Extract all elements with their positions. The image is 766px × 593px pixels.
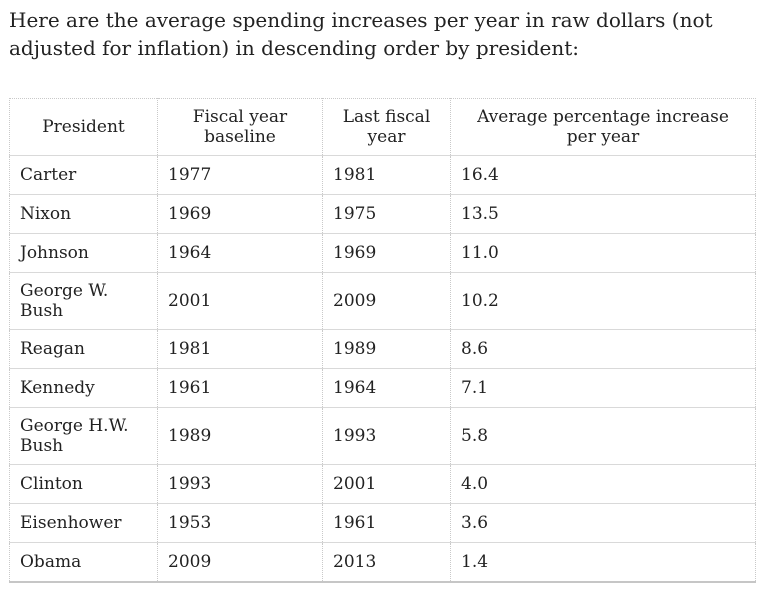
- cell-increase: 4.0: [450, 464, 756, 504]
- cell-president: Carter: [9, 155, 158, 195]
- table-body: Carter 1977 1981 16.4 Nixon 1969 1975 13…: [9, 155, 756, 582]
- cell-baseline: 1981: [157, 329, 323, 369]
- cell-baseline: 1993: [157, 464, 323, 504]
- cell-increase: 5.8: [450, 407, 756, 465]
- column-header-average-percentage-increase: Average percentage increase per year: [450, 98, 756, 156]
- cell-last-year: 2013: [322, 542, 451, 582]
- cell-increase: 1.4: [450, 542, 756, 582]
- cell-president: Kennedy: [9, 368, 158, 408]
- cell-last-year: 1961: [322, 503, 451, 543]
- table-header: President Fiscal year baseline Last fisc…: [10, 98, 756, 156]
- cell-last-year: 1989: [322, 329, 451, 369]
- column-header-last-fiscal-year: Last fiscal year: [322, 98, 451, 156]
- column-header-fiscal-year-baseline: Fiscal year baseline: [157, 98, 323, 156]
- table-row: Reagan 1981 1989 8.6: [9, 329, 756, 369]
- cell-last-year: 1969: [322, 233, 451, 273]
- table-row: Carter 1977 1981 16.4: [9, 155, 756, 195]
- cell-increase: 11.0: [450, 233, 756, 273]
- cell-baseline: 1964: [157, 233, 323, 273]
- cell-president: Reagan: [9, 329, 158, 369]
- intro-paragraph: Here are the average spending increases …: [9, 8, 713, 60]
- cell-baseline: 1977: [157, 155, 323, 195]
- cell-president: Nixon: [9, 194, 158, 234]
- table-row: Obama 2009 2013 1.4: [9, 542, 756, 582]
- cell-president: George W. Bush: [9, 272, 158, 330]
- cell-increase: 3.6: [450, 503, 756, 543]
- table-row: Nixon 1969 1975 13.5: [9, 194, 756, 234]
- cell-president: Eisenhower: [9, 503, 158, 543]
- cell-last-year: 1981: [322, 155, 451, 195]
- cell-increase: 8.6: [450, 329, 756, 369]
- cell-increase: 7.1: [450, 368, 756, 408]
- cell-baseline: 2009: [157, 542, 323, 582]
- table-row: Kennedy 1961 1964 7.1: [9, 368, 756, 408]
- cell-last-year: 1975: [322, 194, 451, 234]
- cell-increase: 16.4: [450, 155, 756, 195]
- column-header-president: President: [42, 117, 125, 137]
- cell-baseline: 1953: [157, 503, 323, 543]
- cell-baseline: 1969: [157, 194, 323, 234]
- cell-last-year: 1993: [322, 407, 451, 465]
- cell-baseline: 1989: [157, 407, 323, 465]
- table-row: Eisenhower 1953 1961 3.6: [9, 503, 756, 543]
- spending-increase-table: President Fiscal year baseline Last fisc…: [9, 98, 756, 583]
- cell-last-year: 2001: [322, 464, 451, 504]
- cell-increase: 10.2: [450, 272, 756, 330]
- cell-baseline: 1961: [157, 368, 323, 408]
- cell-president: George H.W. Bush: [9, 407, 158, 465]
- table-row: Johnson 1964 1969 11.0: [9, 233, 756, 273]
- table-row: George W. Bush 2001 2009 10.2: [9, 272, 756, 330]
- cell-president: Johnson: [9, 233, 158, 273]
- cell-last-year: 2009: [322, 272, 451, 330]
- table-row: George H.W. Bush 1989 1993 5.8: [9, 407, 756, 465]
- cell-baseline: 2001: [157, 272, 323, 330]
- header-row: President Fiscal year baseline Last fisc…: [10, 98, 756, 156]
- cell-increase: 13.5: [450, 194, 756, 234]
- table-row: Clinton 1993 2001 4.0: [9, 464, 756, 504]
- cell-last-year: 1964: [322, 368, 451, 408]
- cell-president: Clinton: [9, 464, 158, 504]
- cell-president: Obama: [9, 542, 158, 582]
